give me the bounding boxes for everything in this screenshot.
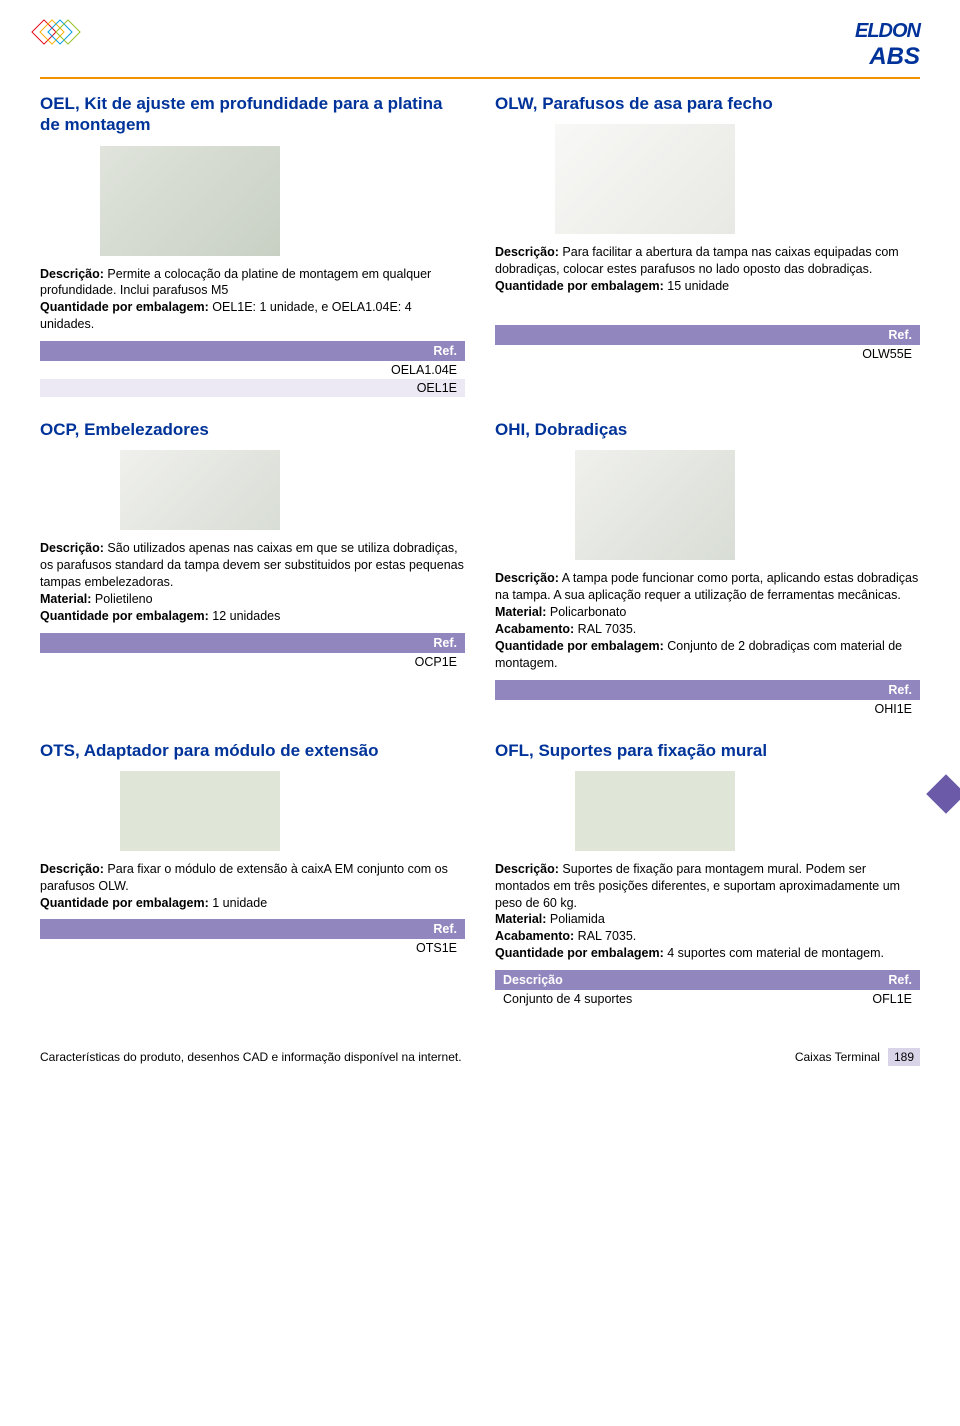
ref-cell: OHI1E xyxy=(495,700,920,718)
brand-block: ELDON ABS xyxy=(855,20,920,71)
ofl-ref-table: Descrição Ref. Conjunto de 4 suportes OF… xyxy=(495,970,920,1008)
qty-label: Quantidade por embalagem: xyxy=(495,639,664,653)
acab-label: Acabamento: xyxy=(495,622,574,636)
qty-label: Quantidade por embalagem: xyxy=(40,896,209,910)
ots-ref-table: Ref. OTS1E xyxy=(40,919,465,957)
mat-label: Material: xyxy=(495,912,546,926)
desc-label: Descrição: xyxy=(495,571,559,585)
ref-header: Ref. xyxy=(802,970,920,990)
ofl-acab-text: RAL 7035. xyxy=(574,929,636,943)
desc-col-header: Descrição xyxy=(495,970,802,990)
oel-desc: Descrição: Permite a colocação da platin… xyxy=(40,266,465,334)
qty-label: Quantidade por embalagem: xyxy=(40,300,209,314)
ref-header: Ref. xyxy=(40,633,465,653)
olw-ref-table: Ref. OLW55E xyxy=(495,325,920,363)
ofl-mat-text: Poliamida xyxy=(546,912,604,926)
acab-label: Acabamento: xyxy=(495,929,574,943)
ohi-desc-text: A tampa pode funcionar como porta, aplic… xyxy=(495,571,918,602)
ref-header: Ref. xyxy=(495,680,920,700)
mat-label: Material: xyxy=(40,592,91,606)
ofl-desc: Descrição: Suportes de fixação para mont… xyxy=(495,861,920,962)
desc-label: Descrição: xyxy=(40,862,104,876)
ohi-title: OHI, Dobradiças xyxy=(495,419,920,440)
brand-name: ELDON xyxy=(855,20,920,43)
oel-image xyxy=(100,146,280,256)
ocp-mat-text: Polietileno xyxy=(91,592,152,606)
oel-title: OEL, Kit de ajuste em profundidade para … xyxy=(40,93,465,136)
qty-label: Quantidade por embalagem: xyxy=(40,609,209,623)
olw-image xyxy=(555,124,735,234)
ots-qty-text: 1 unidade xyxy=(209,896,267,910)
logo-diamonds xyxy=(40,20,72,44)
ref-header: Ref. xyxy=(495,325,920,345)
ofl-image xyxy=(575,771,735,851)
ohi-acab-text: RAL 7035. xyxy=(574,622,636,636)
footer-section-label: Caixas Terminal xyxy=(795,1050,880,1064)
ref-cell: OTS1E xyxy=(40,939,465,957)
ots-image xyxy=(120,771,280,851)
olw-desc: Descrição: Para facilitar a abertura da … xyxy=(495,244,920,295)
oel-ref-table: Ref. OELA1.04E OEL1E xyxy=(40,341,465,397)
ocp-title: OCP, Embelezadores xyxy=(40,419,465,440)
ref-cell: OELA1.04E xyxy=(40,361,465,379)
ocp-ref-table: Ref. OCP1E xyxy=(40,633,465,671)
ohi-ref-table: Ref. OHI1E xyxy=(495,680,920,718)
desc-label: Descrição: xyxy=(40,541,104,555)
ofl-qty-text: 4 suportes com material de montagem. xyxy=(664,946,884,960)
ocp-image xyxy=(120,450,280,530)
side-diamond-icon xyxy=(926,774,960,814)
ots-desc: Descrição: Para fixar o módulo de extens… xyxy=(40,861,465,912)
ref-cell: OLW55E xyxy=(495,345,920,363)
ref-header: Ref. xyxy=(40,341,465,361)
ofl-title: OFL, Suportes para fixação mural xyxy=(495,740,920,761)
desc-label: Descrição: xyxy=(495,245,559,259)
divider xyxy=(40,77,920,79)
ref-cell: OCP1E xyxy=(40,653,465,671)
desc-label: Descrição: xyxy=(40,267,104,281)
page-number: 189 xyxy=(888,1048,920,1066)
olw-title: OLW, Parafusos de asa para fecho xyxy=(495,93,920,114)
ref-cell: OEL1E xyxy=(40,379,465,397)
ref-header: Ref. xyxy=(40,919,465,939)
ots-title: OTS, Adaptador para módulo de extensão xyxy=(40,740,465,761)
ocp-qty-text: 12 unidades xyxy=(209,609,281,623)
ohi-mat-text: Policarbonato xyxy=(546,605,626,619)
ohi-desc: Descrição: A tampa pode funcionar como p… xyxy=(495,570,920,671)
ocp-desc: Descrição: São utilizados apenas nas cai… xyxy=(40,540,465,624)
qty-label: Quantidade por embalagem: xyxy=(495,946,664,960)
ocp-desc-text: São utilizados apenas nas caixas em que … xyxy=(40,541,464,589)
ofl-row-desc: Conjunto de 4 suportes xyxy=(495,990,802,1008)
qty-label: Quantidade por embalagem: xyxy=(495,279,664,293)
desc-label: Descrição: xyxy=(495,862,559,876)
olw-qty-text: 15 unidade xyxy=(664,279,729,293)
ofl-row-ref: OFL1E xyxy=(802,990,920,1008)
mat-label: Material: xyxy=(495,605,546,619)
brand-series: ABS xyxy=(855,43,920,71)
ohi-image xyxy=(575,450,735,560)
footer-left: Características do produto, desenhos CAD… xyxy=(40,1050,462,1064)
